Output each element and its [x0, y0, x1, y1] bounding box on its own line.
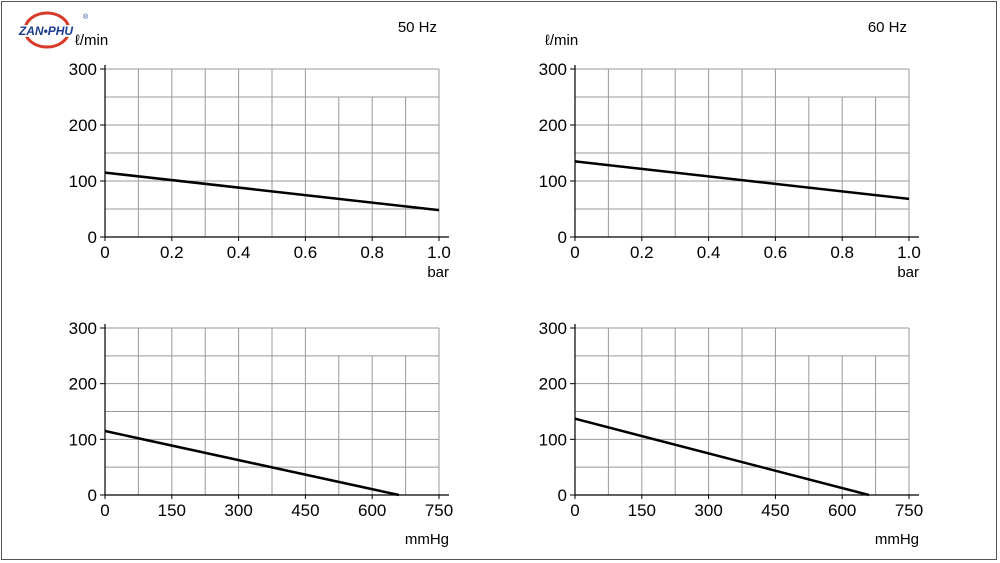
x-axis-label: mmHg	[875, 531, 919, 548]
chart-2: 0 0.2 0.4 0.6 0.8 1.0 0 100 200 300 bar ℓ/min 60 Hz	[539, 19, 921, 281]
x-tick-label: 0.6	[294, 243, 318, 262]
y-tick-label: 100	[539, 430, 567, 449]
x-tick-label: 0.4	[227, 243, 251, 262]
x-tick-label: 300	[224, 501, 252, 520]
x-tick-label: 300	[694, 501, 722, 520]
y-axis-label: ℓ/min	[75, 32, 108, 49]
x-tick-label: 600	[358, 501, 386, 520]
x-tick-label: 750	[895, 501, 923, 520]
frequency-label: 60 Hz	[868, 19, 907, 36]
chart-3: 0 150 300 450 600 750 0 100 200 300 mmHg	[69, 319, 454, 548]
y-tick-label: 200	[539, 116, 567, 135]
x-tick-label: 450	[761, 501, 789, 520]
x-axis-label: mmHg	[405, 531, 449, 548]
x-tick-label: 0.2	[160, 243, 184, 262]
x-tick-label: 0	[100, 501, 109, 520]
x-tick-label: 150	[628, 501, 656, 520]
x-tick-label: 0.2	[630, 243, 654, 262]
y-tick-label: 200	[539, 375, 567, 394]
series-line	[104, 171, 440, 212]
y-tick-label: 0	[558, 486, 567, 505]
chart-4: 0 150 300 450 600 750 0 100 200 300 mmHg	[539, 319, 924, 548]
x-tick-label: 1.0	[427, 243, 451, 262]
y-tick-label: 100	[69, 430, 97, 449]
x-tick-label: 0	[570, 243, 579, 262]
x-tick-label: 450	[291, 501, 319, 520]
y-tick-label: 200	[69, 116, 97, 135]
logo-registered-mark: ®	[83, 13, 88, 21]
x-tick-label: 0	[570, 501, 579, 520]
x-tick-label: 750	[425, 501, 453, 520]
y-tick-label: 100	[539, 172, 567, 191]
y-tick-label: 300	[539, 60, 567, 79]
y-axis-label: ℓ/min	[545, 32, 578, 49]
x-tick-label: 150	[158, 501, 186, 520]
x-tick-label: 1.0	[897, 243, 921, 262]
y-tick-label: 200	[69, 375, 97, 394]
x-tick-label: 0.4	[697, 243, 721, 262]
y-tick-label: 100	[69, 172, 97, 191]
zanphu-logo: ZAN•PHU ®	[8, 11, 88, 49]
logo-text: ZAN•PHU	[18, 24, 74, 38]
chart-1: 0 0.2 0.4 0.6 0.8 1.0 0 100 200 300 bar ℓ/min 50 Hz	[69, 19, 451, 281]
y-tick-label: 300	[69, 319, 97, 338]
x-axis-label: bar	[897, 264, 919, 281]
x-tick-label: 0	[100, 243, 109, 262]
y-tick-label: 0	[88, 486, 97, 505]
y-tick-label: 300	[69, 60, 97, 79]
y-tick-label: 0	[558, 228, 567, 247]
series-line	[104, 429, 400, 497]
frequency-label: 50 Hz	[398, 19, 437, 36]
x-tick-label: 0.8	[360, 243, 384, 262]
y-tick-label: 0	[88, 228, 97, 247]
y-tick-label: 300	[539, 319, 567, 338]
x-tick-label: 0.8	[830, 243, 854, 262]
x-axis-label: bar	[427, 264, 449, 281]
x-tick-label: 600	[828, 501, 856, 520]
x-tick-label: 0.6	[764, 243, 788, 262]
series-line	[574, 160, 910, 201]
series-line	[574, 417, 870, 497]
